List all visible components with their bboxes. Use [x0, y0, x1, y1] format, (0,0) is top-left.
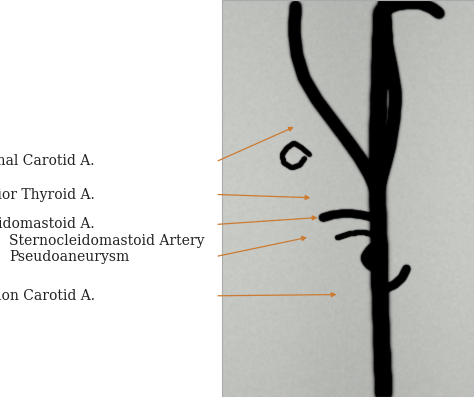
Text: Superior Thyroid A.: Superior Thyroid A.	[0, 187, 95, 202]
Text: External Carotid A.: External Carotid A.	[0, 154, 95, 168]
Text: Common Carotid A.: Common Carotid A.	[0, 289, 95, 303]
Text: Sternocleidomastoid A.: Sternocleidomastoid A.	[0, 217, 95, 231]
Text: Sternocleidomastoid Artery
Pseudoaneurysm: Sternocleidomastoid Artery Pseudoaneurys…	[9, 234, 205, 264]
Bar	[222, 0, 474, 397]
